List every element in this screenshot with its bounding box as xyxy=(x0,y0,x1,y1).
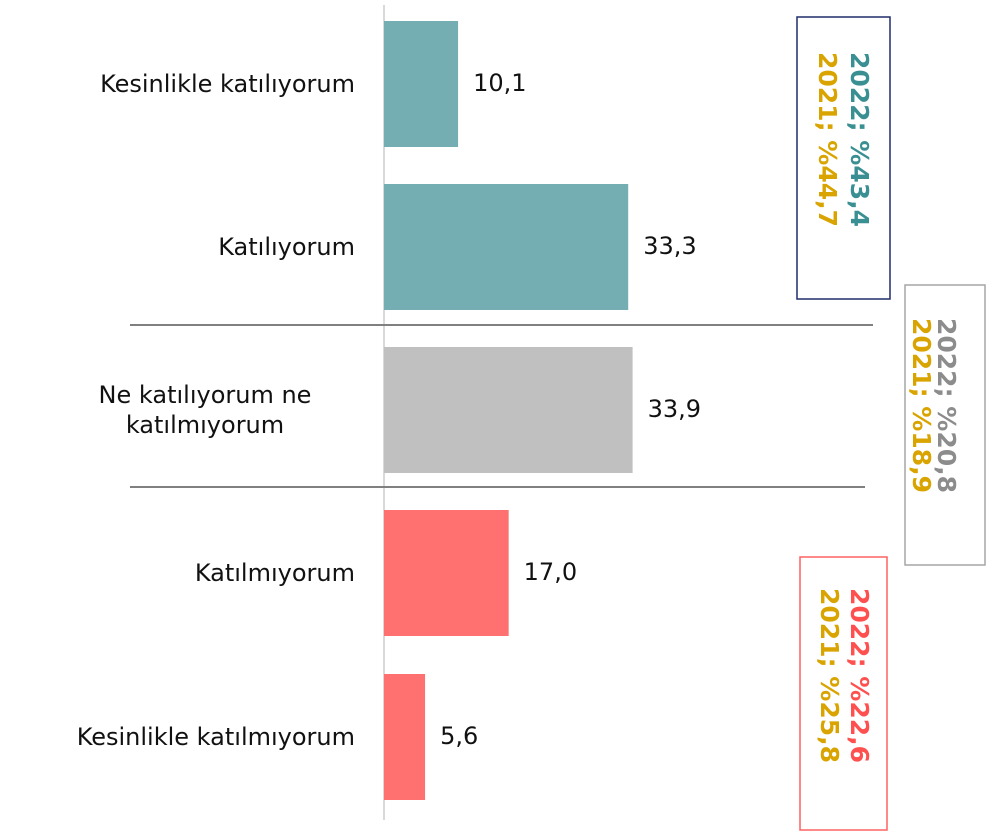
bar xyxy=(384,347,633,473)
category-label: Ne katılıyorum ne katılmıyorum xyxy=(98,381,312,439)
annotation-box xyxy=(796,16,891,300)
annotation-text: 2022; %43,4 xyxy=(845,52,874,227)
value-label: 33,3 xyxy=(643,232,696,260)
annotation-text: 2022; %22,6 xyxy=(845,588,874,763)
bar xyxy=(384,510,509,636)
bar xyxy=(384,21,459,147)
category-label: Katılmıyorum xyxy=(194,559,355,587)
category-label: Kesinlikle katılıyorum xyxy=(100,70,355,98)
annotation-box xyxy=(904,284,986,566)
bar xyxy=(384,674,426,800)
annotation-text: 2021; %25,8 xyxy=(815,588,844,763)
value-label: 17,0 xyxy=(524,558,577,586)
annotation-text: 2021; %44,7 xyxy=(813,52,842,227)
bar xyxy=(384,184,629,310)
annotation-box xyxy=(799,556,888,831)
value-label: 10,1 xyxy=(473,69,526,97)
annotation-text: 2021; %18,9 xyxy=(907,318,936,493)
value-label: 33,9 xyxy=(648,395,701,423)
category-label: Katılıyorum xyxy=(218,233,355,261)
category-label: Kesinlikle katılmıyorum xyxy=(76,723,355,751)
value-label: 5,6 xyxy=(440,722,478,750)
annotation-text: 2022; %20,8 xyxy=(932,318,961,493)
